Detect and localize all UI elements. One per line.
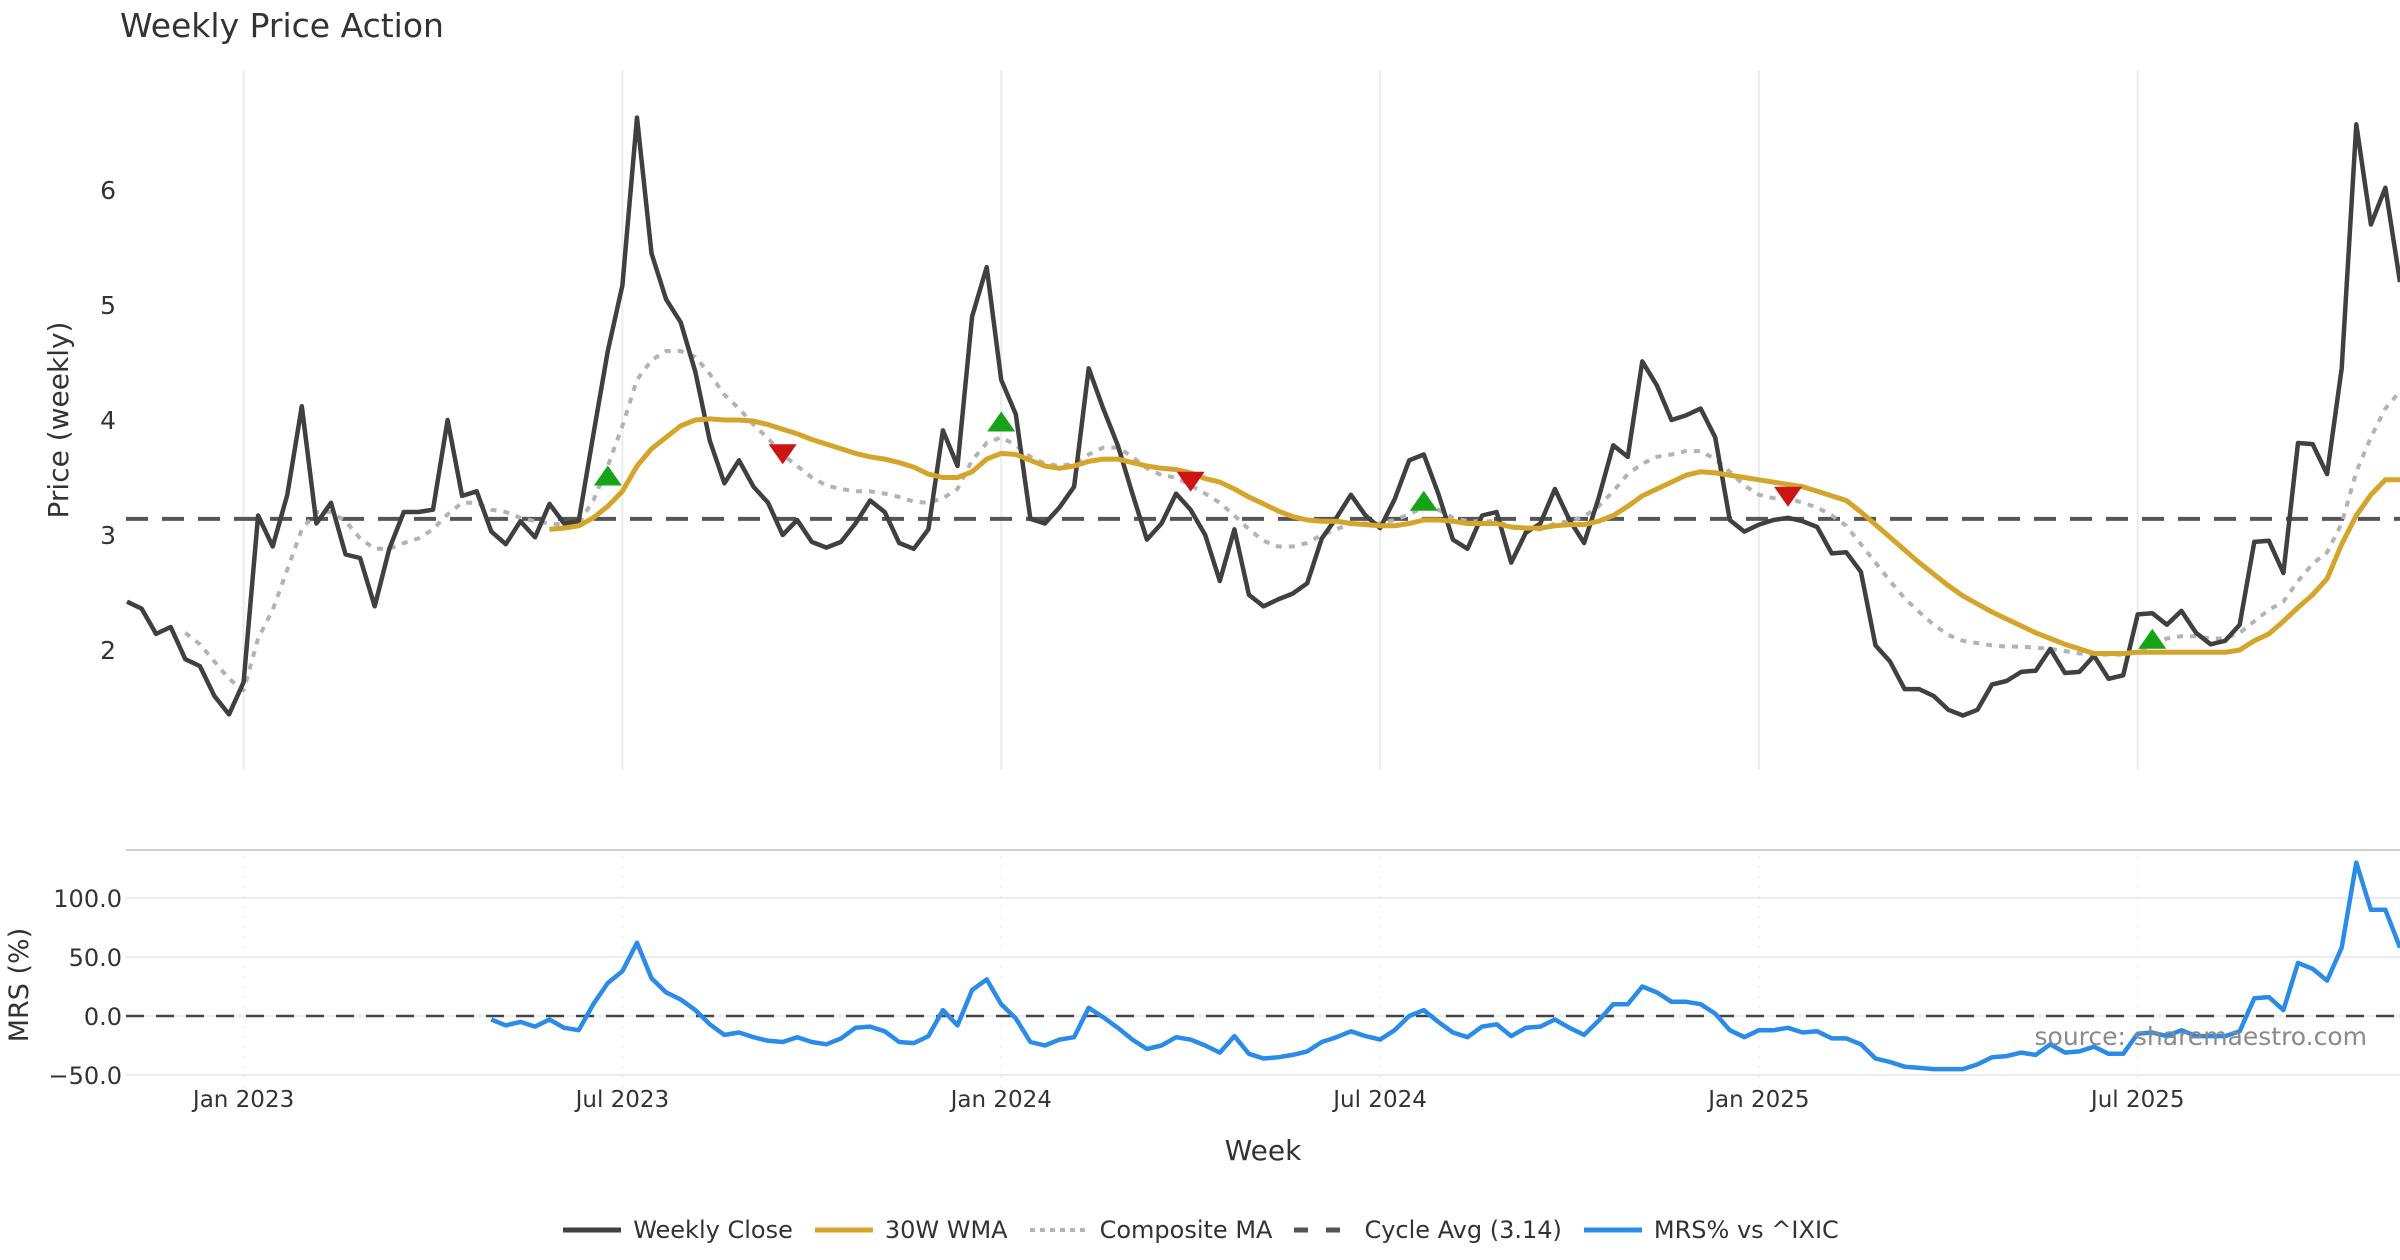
x-tick-label: Jan 2023 [191,1087,294,1113]
price-y-tick-label: 2 [100,636,116,665]
price-y-ticks: 2 3 4 5 6 [100,176,116,665]
weekly-close-line [126,115,2400,718]
mrs-y-axis-label: MRS (%) [4,928,35,1043]
composite-ma-line [184,349,2400,693]
buy-signal-marker [593,465,622,486]
x-tick-label: Jul 2024 [1331,1087,1427,1113]
mrs-y-tick-label: 100.0 [53,885,122,913]
mrs-series [126,860,2400,1072]
legend-swatch-mrs [1583,1227,1642,1233]
signal-markers [593,411,2167,649]
legend: Weekly Close 30W WMA Composite MA Cycle Avg… [0,1210,2400,1250]
x-axis-label: Week [1225,1134,1302,1167]
legend-item-mrs: MRS% vs ^IXIC [1582,1216,1839,1244]
legend-label: Cycle Avg (3.14) [1364,1216,1562,1244]
x-tick-label: Jul 2023 [574,1087,670,1113]
legend-item-cycle: Cycle Avg (3.14) [1292,1216,1562,1244]
legend-swatch-wma [814,1227,873,1233]
price-y-axis-label: Price (weekly) [42,322,75,519]
price-gridlines [242,70,2139,770]
wma-30w-line [549,416,2400,656]
price-y-tick-label: 4 [100,406,116,435]
legend-item-close: Weekly Close [561,1216,793,1244]
x-tick-label: Jul 2025 [2089,1087,2185,1113]
mrs-y-tick-label: −50.0 [48,1062,122,1090]
sell-signal-marker [768,444,797,465]
price-y-tick-label: 5 [100,291,116,320]
mrs-y-ticks: −50.0 0.0 50.0 100.0 [48,885,122,1090]
x-ticks: Jan 2023 Jul 2023 Jan 2024 Jul 2024 Jan 2025… [191,1087,2185,1113]
mrs-y-tick-label: 0.0 [84,1003,122,1031]
sell-signal-marker [1774,486,1803,507]
legend-item-composite: Composite MA [1028,1216,1273,1244]
price-y-tick-label: 3 [100,521,116,550]
price-series [126,115,2400,718]
x-tick-label: Jan 2025 [1706,1087,1809,1113]
mrs-line [490,860,2400,1072]
buy-signal-marker [987,411,1016,432]
legend-label: Composite MA [1099,1216,1273,1244]
sell-signal-marker [1176,471,1205,492]
legend-label: Weekly Close [633,1216,793,1244]
legend-item-wma: 30W WMA [813,1216,1008,1244]
mrs-gridlines [126,856,2400,1088]
legend-label: 30W WMA [884,1216,1008,1244]
price-y-tick-label: 6 [100,176,116,205]
mrs-y-tick-label: 50.0 [69,944,122,972]
chart-title: Weekly Price Action [120,6,444,45]
legend-swatch-cycle [1294,1227,1353,1233]
source-note: source: sharemaestro.com [2035,1022,2368,1051]
legend-label: MRS% vs ^IXIC [1653,1216,1839,1244]
legend-swatch-close [563,1227,622,1233]
buy-signal-marker [1409,490,1438,511]
buy-signal-marker [2138,628,2167,649]
legend-swatch-composite [1029,1228,1088,1232]
x-tick-label: Jan 2024 [949,1087,1052,1113]
